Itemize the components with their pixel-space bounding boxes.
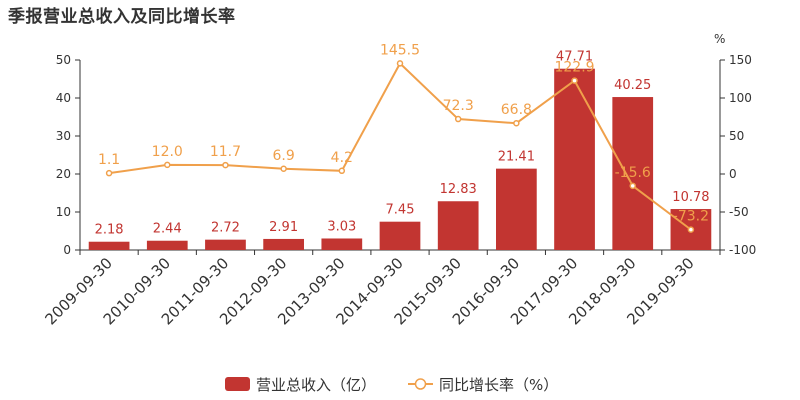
revenue-bar xyxy=(612,97,654,250)
growth-point-label: -15.6 xyxy=(615,165,651,181)
growth-point xyxy=(280,165,287,173)
growth-point-label: 122.9 xyxy=(554,60,594,76)
revenue-bar-label: 12.83 xyxy=(440,182,477,197)
y-right-tick-label: 50 xyxy=(729,129,744,143)
revenue-bar-label: 3.03 xyxy=(327,219,356,234)
revenue-bar-label: 40.25 xyxy=(614,78,651,93)
y-left-tick-label: 40 xyxy=(56,91,71,105)
growth-point-label: 72.3 xyxy=(443,98,474,114)
growth-point-label: 12.0 xyxy=(152,144,183,160)
growth-point-label: 4.2 xyxy=(331,150,353,166)
growth-point xyxy=(338,167,346,175)
revenue-bar xyxy=(88,241,130,250)
chart-title: 季报营业总收入及同比增长率 xyxy=(8,7,236,27)
growth-point xyxy=(571,77,578,84)
y-left-tick-label: 30 xyxy=(56,129,71,143)
revenue-bar-label: 2.18 xyxy=(95,223,124,238)
data-labels: 2.18 2.44 2.72 2.91 3.03 7.45 12.83 21.41 47.71 4… xyxy=(95,42,710,237)
growth-point-label: 1.1 xyxy=(98,152,120,168)
y-right-unit: % xyxy=(714,32,725,46)
growth-point xyxy=(513,119,520,127)
legend-bar-swatch xyxy=(225,377,250,391)
bars xyxy=(88,68,712,251)
growth-point xyxy=(105,169,113,177)
growth-line xyxy=(105,60,695,233)
revenue-bar xyxy=(205,239,246,250)
revenue-bar xyxy=(437,201,479,250)
y-right-tick-label: 100 xyxy=(729,91,752,105)
growth-point-label: -73.2 xyxy=(673,209,709,225)
revenue-bar-label: 10.78 xyxy=(672,190,709,205)
revenue-bar xyxy=(554,68,595,251)
y-left-tick-label: 0 xyxy=(63,243,71,257)
revenue-bar xyxy=(496,168,537,250)
legend-bar-label: 营业总收入（亿） xyxy=(256,376,376,394)
y-right-tick-label: 0 xyxy=(729,167,737,181)
growth-point-label: 6.9 xyxy=(273,148,295,164)
revenue-bar-label: 2.72 xyxy=(211,221,240,236)
growth-point xyxy=(629,182,636,190)
growth-point-label: 66.8 xyxy=(501,102,532,118)
revenue-bar-label: 47.71 xyxy=(556,50,593,65)
legend-line-label: 同比增长率（%） xyxy=(439,376,558,394)
y-right-tick-label: -100 xyxy=(729,243,756,257)
revenue-bar xyxy=(321,238,363,250)
y-left-tick-label: 50 xyxy=(56,53,71,67)
growth-point xyxy=(396,60,404,67)
revenue-bar xyxy=(379,221,421,250)
growth-point-label: 145.5 xyxy=(380,42,420,58)
growth-point xyxy=(687,226,695,233)
y-right-tick-label: -50 xyxy=(729,205,749,219)
revenue-bar-label: 21.41 xyxy=(498,150,535,165)
growth-point-label: 11.7 xyxy=(210,144,241,160)
y-left-tick-label: 10 xyxy=(56,205,71,219)
y-right-tick-label: 150 xyxy=(729,53,752,67)
revenue-bar-label: 7.45 xyxy=(386,203,415,218)
legend-line-marker xyxy=(414,378,427,390)
revenue-bar xyxy=(146,240,188,250)
revenue-bar xyxy=(263,238,304,250)
revenue-bar-label: 2.44 xyxy=(153,222,182,237)
revenue-bar-label: 2.91 xyxy=(269,220,298,235)
growth-point xyxy=(454,115,462,123)
growth-point xyxy=(164,161,171,169)
legend: 营业总收入（亿） 同比增长率（%） xyxy=(225,376,558,394)
growth-point xyxy=(222,161,229,169)
y-left-tick-label: 20 xyxy=(56,167,71,181)
